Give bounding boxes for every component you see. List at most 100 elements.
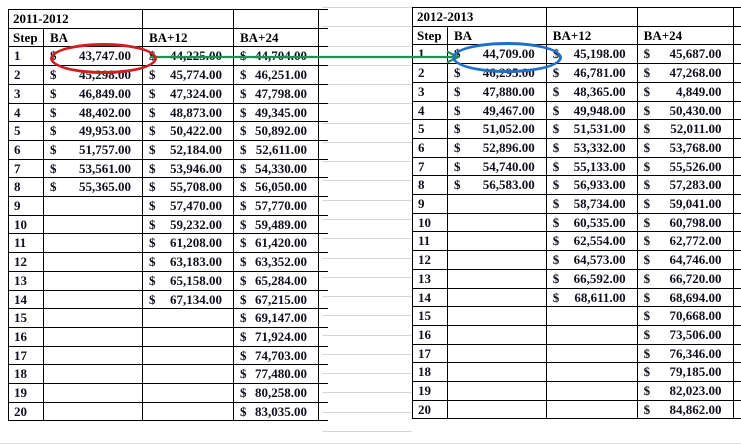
step-cell: 13 [412,268,448,289]
amount-value: 56,933.00 [573,177,626,193]
table-row: 2 $46,295.00 $46,781.00 $47,268.00 [412,63,741,83]
gridline [322,219,412,220]
gridline [322,335,412,336]
cell-ba12 [545,381,638,401]
cell-ba12: $66,592.00 [545,268,638,289]
cell-ba: $56,583.00 [446,175,547,196]
amount-value: 55,133.00 [573,158,626,174]
amount-value: 58,734.00 [573,196,626,212]
cell-ba24: $53,768.00 [636,137,734,158]
cell-ba24: $50,430.00 [636,100,734,121]
currency-symbol: $ [240,104,247,120]
cell-ba12: $62,554.00 [545,231,638,252]
step-cell: 20 [8,401,44,422]
cell-ba24: $73,506.00 [636,324,734,345]
row-border-stub [318,83,328,104]
amount-value: 54,740.00 [482,158,535,174]
step-cell: 9 [412,194,448,214]
currency-symbol: $ [50,123,57,139]
cell-ba24: $62,772.00 [636,231,734,252]
amount-value: 64,573.00 [573,252,626,268]
cell-ba24: $57,283.00 [636,175,734,196]
row-border-stub [318,158,328,179]
currency-symbol: $ [643,401,651,417]
step-cell: 6 [412,137,448,158]
currency-symbol: $ [149,67,156,83]
cell-ba12 [142,345,234,366]
step-cell: 2 [8,65,44,85]
cell-ba [43,308,143,328]
currency-symbol: $ [240,347,247,363]
table-row: 5 $49,953.00 $50,422.00 $50,892.00 [8,121,328,141]
amount-value: 49,948.00 [573,102,626,118]
cell-ba12: $50,422.00 [142,121,234,141]
row-border-stub [732,137,741,158]
amount-value: 49,953.00 [79,123,131,139]
row-border-stub [318,27,328,48]
cell-ba [446,268,547,289]
amount-value: 68,611.00 [574,289,626,305]
cell-ba24: $46,251.00 [233,65,319,85]
currency-symbol: $ [240,385,247,401]
currency-symbol: $ [643,233,651,249]
amount-value: 53,768.00 [669,139,722,155]
table-row: 19 $82,023.00 [412,381,741,401]
amount-value: 70,668.00 [669,308,722,324]
gridline [322,123,412,124]
table-row: 18 $77,480.00 [8,364,328,385]
currency-symbol: $ [643,270,651,286]
column-header-ba12: BA+12 [142,27,234,48]
amount-value: 71,924.00 [255,328,307,344]
year-label: 2012-2013 [412,7,547,27]
table-row: 6 $51,757.00 $52,184.00 $52,611.00 [8,139,328,160]
cell-ba12: $55,708.00 [142,177,234,198]
gridline [322,7,412,8]
currency-symbol: $ [240,141,247,157]
table-row: 16 $71,924.00 [8,326,328,347]
cell-ba12 [142,401,234,422]
table-row: 9 $57,470.00 $57,770.00 [8,196,328,216]
cell-ba12: $68,611.00 [545,287,638,308]
row-border-stub [732,25,741,46]
gridline [322,142,412,143]
amount-value: 56,583.00 [482,177,535,193]
step-cell: 15 [412,306,448,326]
amount-value: 82,023.00 [669,383,722,399]
row-border-stub [732,119,741,139]
amount-value: 69,147.00 [255,310,307,326]
table-row: 15 $70,668.00 [412,306,741,326]
cell-ba24: $83,035.00 [233,401,319,422]
amount-value: 62,554.00 [573,233,626,249]
currency-symbol: $ [643,252,651,268]
cell-ba24: $82,023.00 [636,381,734,401]
amount-value: 65,158.00 [170,272,222,288]
row-border-stub [318,383,328,403]
amount-value: 48,402.00 [79,104,131,120]
amount-value: 56,050.00 [255,179,307,195]
gridline [322,46,412,47]
row-border-stub [732,399,741,420]
amount-value: 47,798.00 [255,85,307,101]
amount-value: 48,873.00 [170,104,222,120]
amount-value: 63,352.00 [255,254,307,270]
amount-value: 60,798.00 [669,214,722,230]
cell-ba12 [142,364,234,385]
row-border-stub [732,231,741,252]
step-cell: 1 [8,46,44,67]
amount-value: 68,694.00 [669,289,722,305]
cell-ba [446,212,547,233]
column-header-ba24: BA+24 [233,27,319,48]
cell-ba24: $49,345.00 [233,102,319,123]
amount-value: 65,284.00 [255,272,307,288]
cell-ba24: $50,892.00 [233,121,319,141]
step-cell: 6 [8,139,44,160]
currency-symbol: $ [643,214,651,230]
table-row: 17 $76,346.00 [412,343,741,364]
cell-ba12: $65,158.00 [142,270,234,291]
amount-value: 73,506.00 [669,326,722,342]
cell-ba12: $59,232.00 [142,214,234,235]
amount-value: 84,862.00 [669,401,722,417]
cell-ba24: $74,703.00 [233,345,319,366]
gridline [322,392,412,393]
cell-ba12 [545,399,638,420]
